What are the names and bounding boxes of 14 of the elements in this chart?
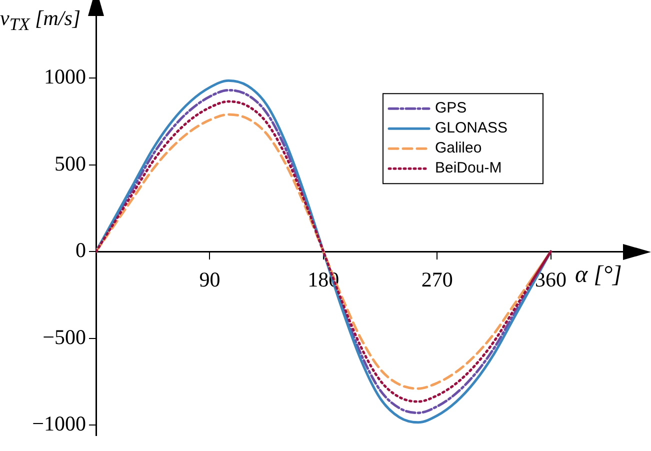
- legend-label: GPS: [435, 100, 467, 117]
- legend-label: GLONASS: [435, 120, 508, 137]
- y-tick-label: −1000: [32, 412, 86, 436]
- x-axis-title: α [°]: [575, 262, 622, 289]
- y-tick-label: 0: [76, 238, 86, 262]
- x-tick-label: 270: [421, 268, 453, 292]
- y-axis-title: v$_{TX}$ [m/s]: [0, 6, 81, 35]
- y-tick-label: 1000: [44, 64, 86, 89]
- y-tick-label: 500: [54, 151, 86, 176]
- legend-label: Galileo: [435, 140, 482, 157]
- x-tick-label: 90: [199, 268, 220, 292]
- legend-label: BeiDou-M: [435, 160, 502, 177]
- x-tick-label: 360: [535, 268, 567, 292]
- y-tick-label: −500: [42, 324, 86, 349]
